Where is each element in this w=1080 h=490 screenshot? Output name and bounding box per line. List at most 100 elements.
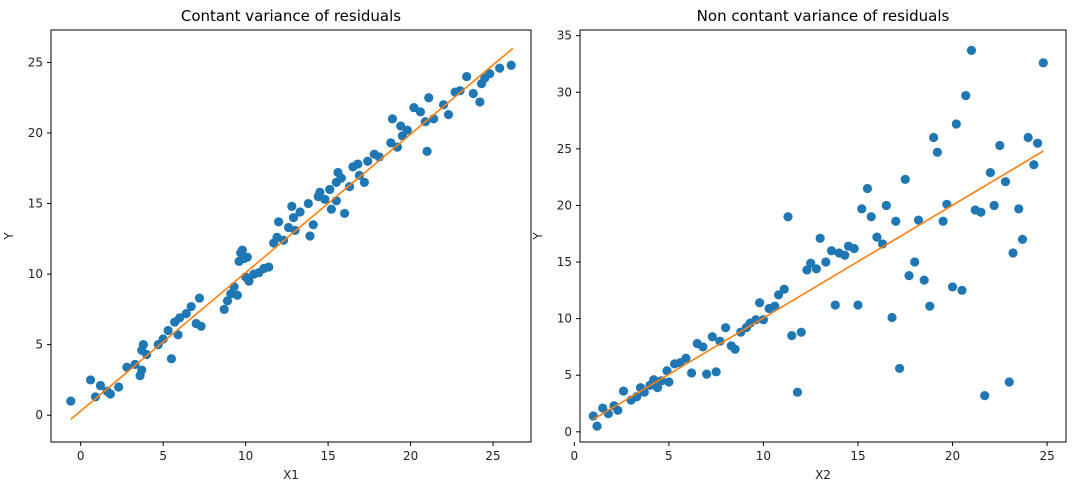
data-point (363, 156, 373, 166)
x-tick-label: 15 (850, 449, 865, 463)
data-point (105, 389, 115, 399)
data-point (802, 265, 812, 275)
y-tick-label: 20 (557, 198, 572, 212)
x-tick-label: 0 (571, 449, 579, 463)
data-point (919, 275, 929, 285)
x-tick-label: 5 (665, 449, 673, 463)
data-point (811, 264, 821, 274)
data-point (792, 387, 803, 397)
fit-line (592, 150, 1044, 421)
data-point (315, 187, 325, 197)
data-point (770, 301, 780, 311)
y-tick-label: 0 (564, 425, 572, 439)
data-point (326, 204, 337, 214)
data-point (462, 71, 472, 82)
data-point (881, 200, 891, 211)
data-point (232, 290, 242, 300)
data-point (1038, 58, 1048, 68)
data-point (1029, 160, 1039, 170)
y-axis-label: Y (531, 232, 545, 241)
y-tick-label: 10 (28, 267, 43, 281)
data-point (730, 344, 740, 354)
x-tick-label: 10 (756, 449, 771, 463)
data-point (196, 321, 206, 331)
data-point (598, 403, 608, 413)
data-point (815, 233, 825, 243)
y-tick-label: 25 (28, 55, 43, 69)
data-point (66, 396, 76, 406)
data-point (1014, 204, 1024, 214)
data-point (1023, 132, 1033, 143)
y-tick-label: 5 (564, 368, 572, 382)
data-point (806, 258, 816, 268)
data-point (222, 296, 233, 306)
data-point (244, 276, 254, 286)
data-point (656, 376, 666, 386)
data-point (264, 262, 274, 272)
data-point (707, 332, 717, 342)
data-point (910, 257, 920, 267)
data-point (359, 177, 370, 187)
data-point (137, 365, 147, 375)
data-point (387, 114, 398, 124)
data-point (938, 216, 948, 226)
y-axis-label: Y (2, 232, 16, 241)
data-point (443, 110, 454, 120)
data-point (715, 336, 725, 346)
data-point (158, 334, 168, 344)
data-point (652, 383, 663, 393)
data-point (796, 327, 806, 337)
axes-frame (50, 29, 532, 443)
y-tick-label: 10 (557, 312, 572, 326)
data-point (340, 208, 350, 219)
data-point (929, 132, 939, 143)
data-point (402, 125, 412, 135)
data-point (219, 304, 229, 314)
data-point (320, 194, 330, 204)
data-point (830, 300, 840, 310)
data-point (913, 215, 924, 225)
chart-title: Non contant variance of residuals (697, 7, 950, 25)
y-tick-label: 15 (28, 197, 43, 211)
data-point (495, 63, 505, 73)
data-point (303, 198, 313, 209)
x-tick-label: 15 (320, 449, 335, 463)
data-point (308, 220, 318, 230)
data-point (175, 313, 185, 323)
x-tick-label: 25 (485, 449, 500, 463)
data-point (711, 367, 721, 377)
data-point (592, 421, 602, 431)
data-point (194, 293, 205, 303)
data-point (755, 298, 765, 308)
data-point (853, 300, 863, 310)
data-point (274, 217, 284, 227)
data-point (891, 216, 901, 226)
data-point (295, 207, 305, 217)
data-point (95, 380, 106, 391)
data-point (181, 309, 191, 319)
data-point (821, 257, 831, 267)
data-point (904, 271, 914, 281)
x-tick-label: 10 (238, 449, 253, 463)
data-point (287, 201, 297, 211)
data-point (613, 405, 623, 415)
data-point (721, 323, 731, 333)
data-point (173, 330, 183, 340)
data-point (779, 284, 789, 294)
data-point (415, 107, 426, 117)
chart-non-constant-variance: Non contant variance of residuals 0 5 10 15 2… (531, 7, 1067, 482)
y-tick-label: 15 (557, 255, 572, 269)
data-point (186, 301, 196, 312)
y-tick-label: 30 (557, 85, 572, 99)
data-point (783, 212, 793, 222)
data-point (485, 69, 495, 79)
y-tick-label: 5 (35, 338, 43, 352)
data-point (242, 252, 252, 262)
data-point (237, 245, 247, 255)
data-point (751, 315, 761, 325)
y-tick-label: 25 (557, 142, 572, 156)
data-point (702, 369, 712, 379)
data-point (698, 342, 708, 352)
data-point (438, 100, 449, 110)
data-point (288, 213, 299, 223)
